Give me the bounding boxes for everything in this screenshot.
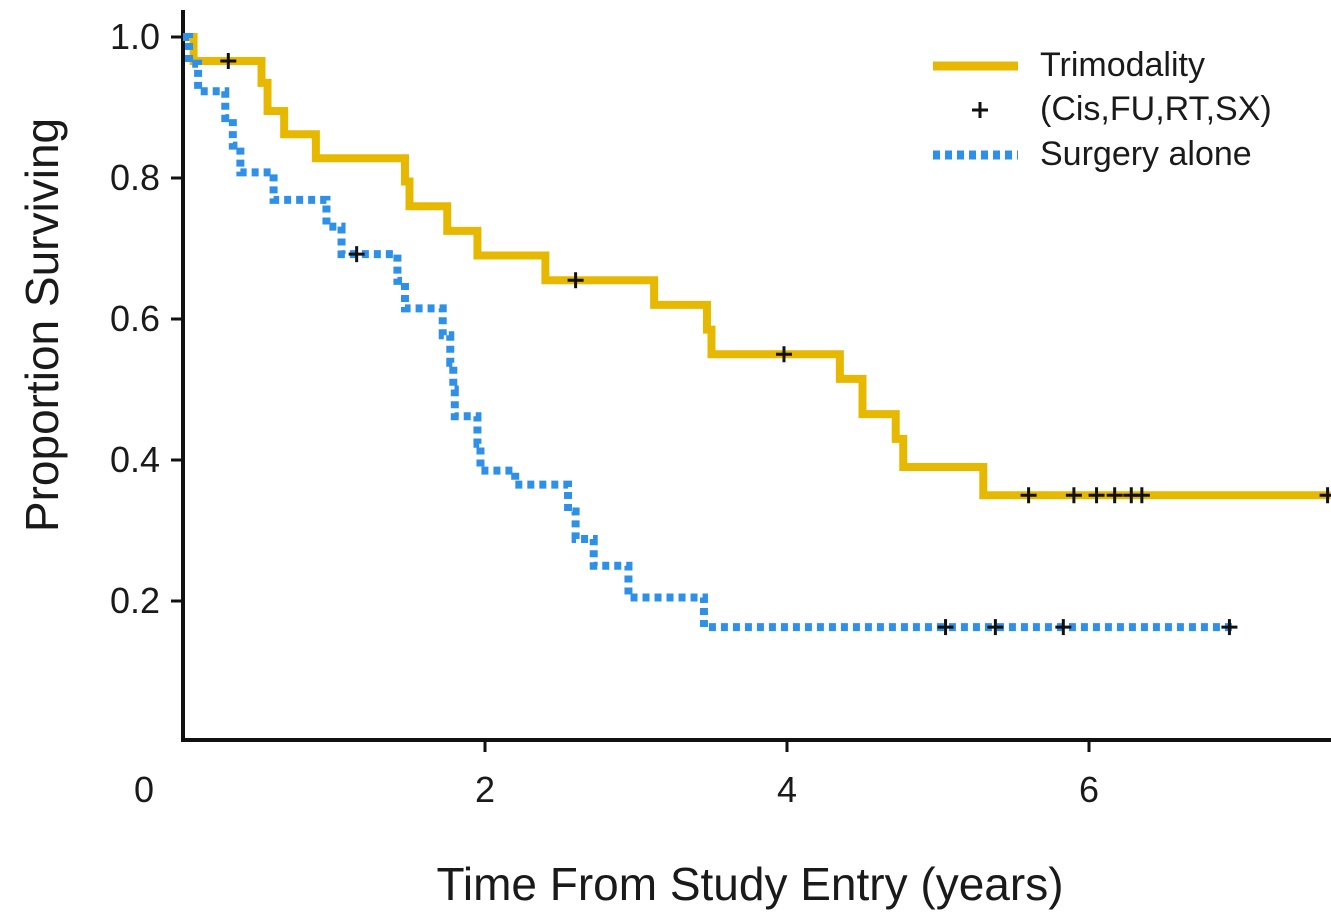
y-ticks: 0.2 0.4 0.6 0.8 1.0: [110, 16, 183, 621]
censor-mark-trimodality: [1020, 487, 1037, 504]
series-layer: [183, 33, 1331, 632]
censor-mark-trimodality: [1065, 487, 1082, 504]
x-tick-label: 2: [475, 769, 495, 810]
x-tick-label: 6: [1079, 769, 1099, 810]
y-tick-label: 0.6: [110, 298, 160, 339]
legend: Trimodality (Cis,FU,RT,SX) Surgery alone: [933, 46, 1272, 173]
censor-mark-trimodality: [775, 346, 792, 363]
x-ticks: 0 2 4 6: [134, 740, 1099, 810]
censor-mark-surgery: [348, 246, 365, 263]
x-axis-title: Time From Study Entry (years): [436, 858, 1063, 910]
censor-mark-trimodality: [220, 52, 237, 69]
censor-layer: [220, 52, 1331, 636]
censor-mark-trimodality: [567, 272, 584, 289]
x-tick-label: 0: [134, 769, 154, 810]
censor-mark-trimodality: [1106, 487, 1123, 504]
y-tick-label: 0.8: [110, 157, 160, 198]
legend-label-surgery: Surgery alone: [1040, 135, 1252, 173]
x-tick-label: 4: [777, 769, 797, 810]
y-axis-title: Proportion Surviving: [16, 118, 68, 532]
censor-mark-trimodality: [1088, 487, 1105, 504]
censor-mark-surgery: [1221, 619, 1238, 636]
y-tick-label: 1.0: [110, 16, 160, 57]
legend-censor-mark: [972, 102, 988, 118]
y-tick-label: 0.4: [110, 439, 160, 480]
censor-mark-surgery: [1055, 619, 1072, 636]
censor-mark-trimodality: [1133, 487, 1150, 504]
censor-mark-surgery: [987, 619, 1004, 636]
legend-label-trimodality: Trimodality: [1040, 46, 1205, 84]
axes: [181, 10, 1331, 742]
series-line-trimodality: [183, 33, 1331, 500]
censor-mark-trimodality: [1319, 487, 1331, 504]
series-line-surgery: [183, 33, 1233, 632]
legend-label-censor: (Cis,FU,RT,SX): [1040, 90, 1272, 128]
censor-mark-surgery: [937, 619, 954, 636]
y-tick-label: 0.2: [110, 580, 160, 621]
